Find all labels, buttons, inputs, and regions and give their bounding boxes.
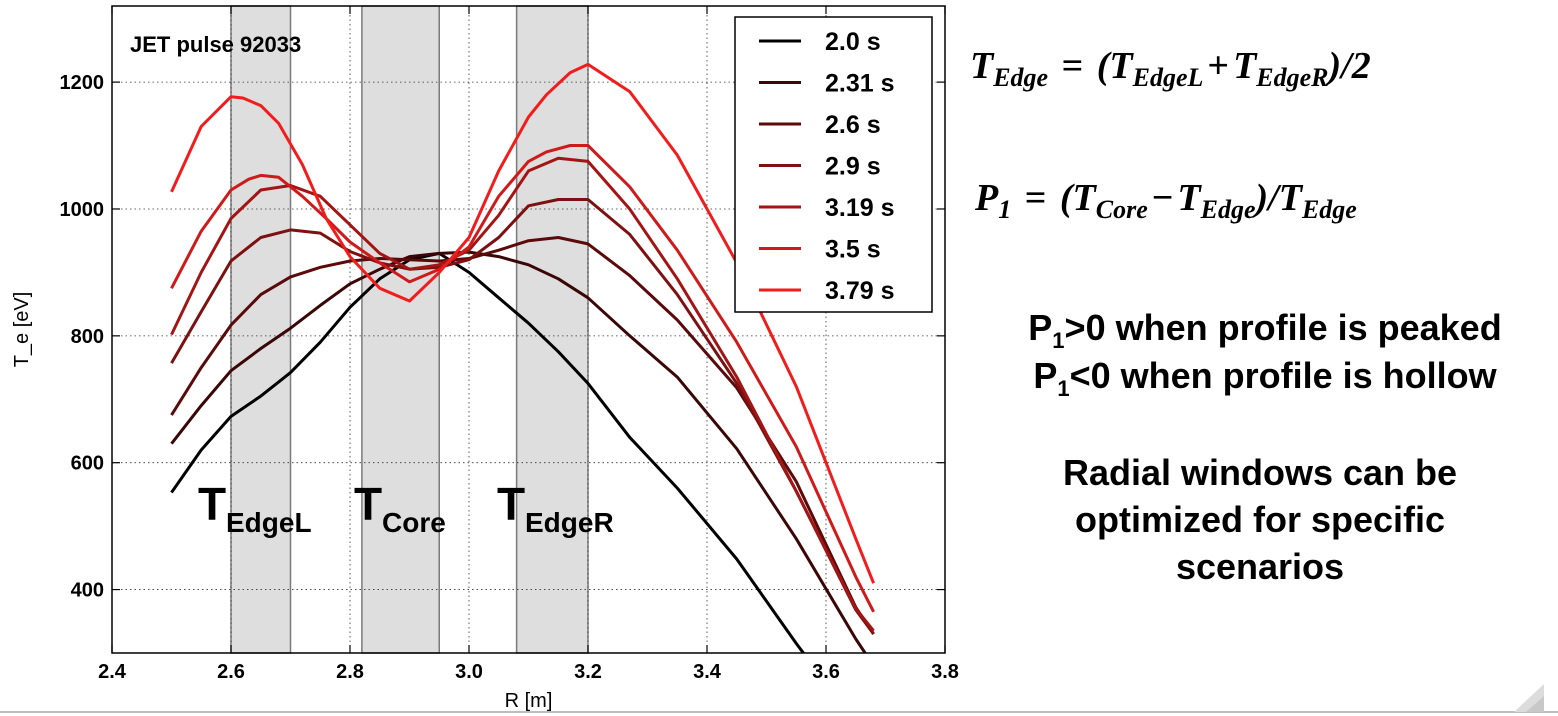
- slide-corner-icon: [1514, 684, 1544, 712]
- legend-label: 3.19 s: [825, 194, 895, 222]
- series-line-3-19-s: [170, 156, 875, 632]
- x-tick-label: 3.8: [931, 661, 959, 683]
- x-axis-label: R [m]: [505, 690, 553, 712]
- note-line: Radial windows can be: [1062, 452, 1458, 493]
- legend-label: 3.5 s: [825, 236, 881, 264]
- legend-label: 2.6 s: [825, 111, 881, 139]
- series-group: [170, 62, 875, 653]
- y-tick-label: 600: [71, 453, 104, 475]
- plot-frame: [111, 5, 946, 654]
- series-line-2-9-s: [170, 198, 875, 635]
- series-line-3-79-s: [170, 62, 875, 584]
- window-label-sub: EdgeR: [525, 507, 614, 538]
- chart-title: JET pulse 92033: [130, 32, 301, 57]
- window-label: T: [497, 478, 525, 530]
- note-line: scenarios: [1175, 545, 1345, 587]
- legend-label: 3.79 s: [825, 277, 895, 305]
- window-label: T: [198, 478, 226, 530]
- t-edge-equation: TEdge = (TEdgeL + TEdgeR)/2: [970, 45, 1371, 92]
- p1-equation: P1 = (TCore − TEdge)/TEdge: [975, 177, 1357, 224]
- radial-window-band: [361, 5, 440, 654]
- note-line: optimized for specific: [1074, 498, 1446, 540]
- series-line-2-31-s: [170, 250, 867, 653]
- window-label-sub: EdgeL: [226, 507, 312, 538]
- note-hollow: P1<0 when profile is hollow: [1033, 355, 1497, 402]
- p1-notes: P1>0 when profile is peaked P1<0 when pr…: [985, 306, 1545, 403]
- x-tick-label: 2.4: [98, 661, 127, 683]
- x-tick-label: 3.0: [455, 661, 483, 683]
- y-axis-label: T_e [eV]: [11, 292, 33, 368]
- note-peaked: P1>0 when profile is peaked: [1028, 307, 1502, 353]
- y-tick-label: 1000: [60, 199, 105, 221]
- legend-label: 2.31 s: [825, 70, 895, 98]
- x-tick-label: 3.6: [812, 661, 840, 683]
- window-label-sub: Core: [382, 507, 446, 538]
- footer-divider: [0, 711, 1558, 713]
- y-tick-label: 800: [71, 326, 104, 348]
- x-tick-label: 3.4: [693, 661, 722, 683]
- y-tick-label: 1200: [60, 72, 105, 94]
- window-label: T: [354, 478, 382, 530]
- x-tick-label: 2.6: [217, 661, 245, 683]
- radial-window-band: [230, 5, 292, 654]
- legend-label: 2.0 s: [825, 28, 881, 56]
- legend-label: 2.9 s: [825, 153, 881, 181]
- x-tick-label: 2.8: [336, 661, 364, 683]
- radial-window-band: [515, 5, 589, 654]
- x-tick-label: 3.2: [574, 661, 602, 683]
- series-line-3-5-s: [170, 144, 875, 613]
- radial-windows-note: Radial windows can be optimized for spec…: [990, 450, 1530, 590]
- y-tick-label: 400: [71, 580, 104, 602]
